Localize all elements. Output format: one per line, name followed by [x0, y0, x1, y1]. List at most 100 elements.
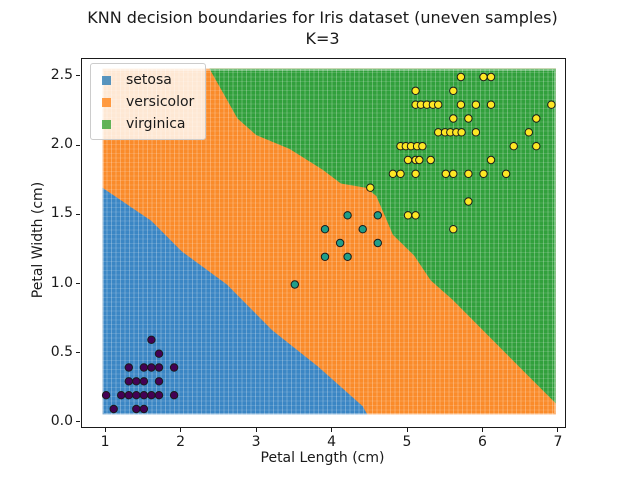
data-point-setosa [132, 377, 141, 386]
data-point-versicolor [320, 225, 330, 234]
data-point-virginica [479, 72, 488, 82]
data-point-virginica [366, 183, 375, 192]
y-tick-label: 1.0 [50, 274, 73, 291]
data-point-virginica [411, 86, 420, 95]
data-point-virginica [486, 155, 496, 165]
x-tick-label: 3 [251, 434, 261, 450]
plot-area: setosa versicolor virginica [81, 58, 566, 428]
y-tick-label: 2.5 [50, 66, 73, 83]
data-point-virginica [452, 128, 461, 137]
x-tick-mark [180, 428, 182, 432]
region-virginica [209, 68, 556, 404]
data-point-virginica [434, 100, 443, 109]
x-tick-label: 1 [100, 434, 110, 450]
data-point-virginica [418, 142, 427, 151]
data-point-virginica [434, 128, 443, 137]
data-point-setosa [139, 377, 149, 386]
data-point-setosa [117, 391, 126, 400]
data-point-versicolor [335, 238, 345, 248]
data-point-virginica [388, 169, 398, 179]
legend-label: virginica [126, 116, 186, 132]
x-tick-mark [331, 428, 333, 432]
x-tick-mark [255, 428, 257, 432]
data-point-virginica [449, 114, 458, 123]
x-tick-label: 4 [327, 434, 336, 450]
data-point-virginica [406, 142, 416, 151]
data-point-setosa [154, 349, 164, 358]
data-point-virginica [532, 142, 541, 151]
data-point-virginica [415, 155, 424, 165]
data-point-virginica [532, 114, 541, 123]
data-point-virginica [449, 86, 458, 95]
data-point-setosa [169, 391, 179, 400]
versicolor-swatch-icon [102, 97, 111, 107]
data-point-versicolor [320, 252, 330, 262]
data-point-virginica [426, 155, 435, 165]
x-axis-label: Petal Length (cm) [260, 450, 385, 466]
x-tick-label: 6 [478, 434, 487, 450]
legend-item-virginica: virginica [91, 113, 205, 135]
legend-label: setosa [126, 72, 172, 88]
data-point-versicolor [373, 238, 382, 248]
data-point-virginica [457, 128, 466, 137]
y-tick-label: 2.0 [50, 136, 73, 153]
data-point-setosa [124, 391, 133, 400]
y-tick-label: 0.0 [50, 412, 73, 429]
data-point-virginica [464, 169, 473, 179]
data-point-versicolor [343, 252, 352, 262]
x-tick-label: 7 [553, 434, 563, 450]
data-point-setosa [124, 377, 133, 386]
data-point-setosa [154, 391, 164, 400]
data-point-virginica [411, 100, 420, 109]
x-tick-mark [557, 428, 559, 432]
x-tick-mark [104, 428, 106, 432]
data-point-virginica [501, 169, 511, 179]
data-point-virginica [471, 128, 481, 137]
x-tick-mark [481, 428, 483, 432]
data-point-virginica [456, 72, 466, 82]
y-tick-mark [76, 144, 80, 146]
data-point-virginica [446, 128, 455, 137]
setosa-swatch-icon [102, 75, 111, 85]
data-point-versicolor [373, 211, 382, 220]
legend: setosa versicolor virginica [90, 63, 206, 140]
data-point-virginica [464, 114, 473, 123]
y-axis-label: Petal Width (cm) [30, 181, 46, 299]
data-point-setosa [147, 363, 156, 372]
data-point-setosa [139, 363, 149, 372]
y-tick-label: 0.5 [50, 343, 73, 360]
data-point-virginica [428, 100, 438, 109]
data-point-versicolor [358, 225, 367, 234]
chart-title-line2: K=3 [305, 29, 340, 48]
y-tick-mark [76, 421, 80, 423]
data-point-virginica [441, 169, 450, 179]
data-point-virginica [401, 142, 410, 151]
x-tick-mark [406, 428, 408, 432]
data-point-virginica [524, 128, 533, 137]
data-point-setosa [169, 363, 179, 372]
data-point-setosa [124, 363, 133, 372]
virginica-swatch-icon [102, 119, 111, 129]
data-point-virginica [547, 100, 556, 109]
data-point-virginica [486, 72, 496, 82]
data-point-setosa [147, 391, 156, 400]
y-tick-mark [76, 75, 80, 77]
data-point-setosa [154, 377, 164, 386]
data-point-setosa [101, 391, 111, 400]
data-point-virginica [411, 169, 420, 179]
data-point-virginica [403, 211, 413, 220]
data-point-setosa [139, 391, 149, 400]
x-tick-label: 2 [176, 434, 186, 450]
data-point-virginica [440, 128, 450, 137]
data-point-virginica [411, 211, 420, 220]
data-point-setosa [132, 391, 141, 400]
y-tick-mark [76, 213, 80, 215]
legend-item-setosa: setosa [91, 69, 205, 91]
legend-item-versicolor: versicolor [91, 91, 205, 113]
data-point-virginica [396, 169, 405, 179]
data-point-virginica [403, 155, 413, 165]
data-point-virginica [509, 142, 518, 151]
data-point-setosa [147, 335, 156, 344]
data-point-setosa [139, 404, 149, 414]
